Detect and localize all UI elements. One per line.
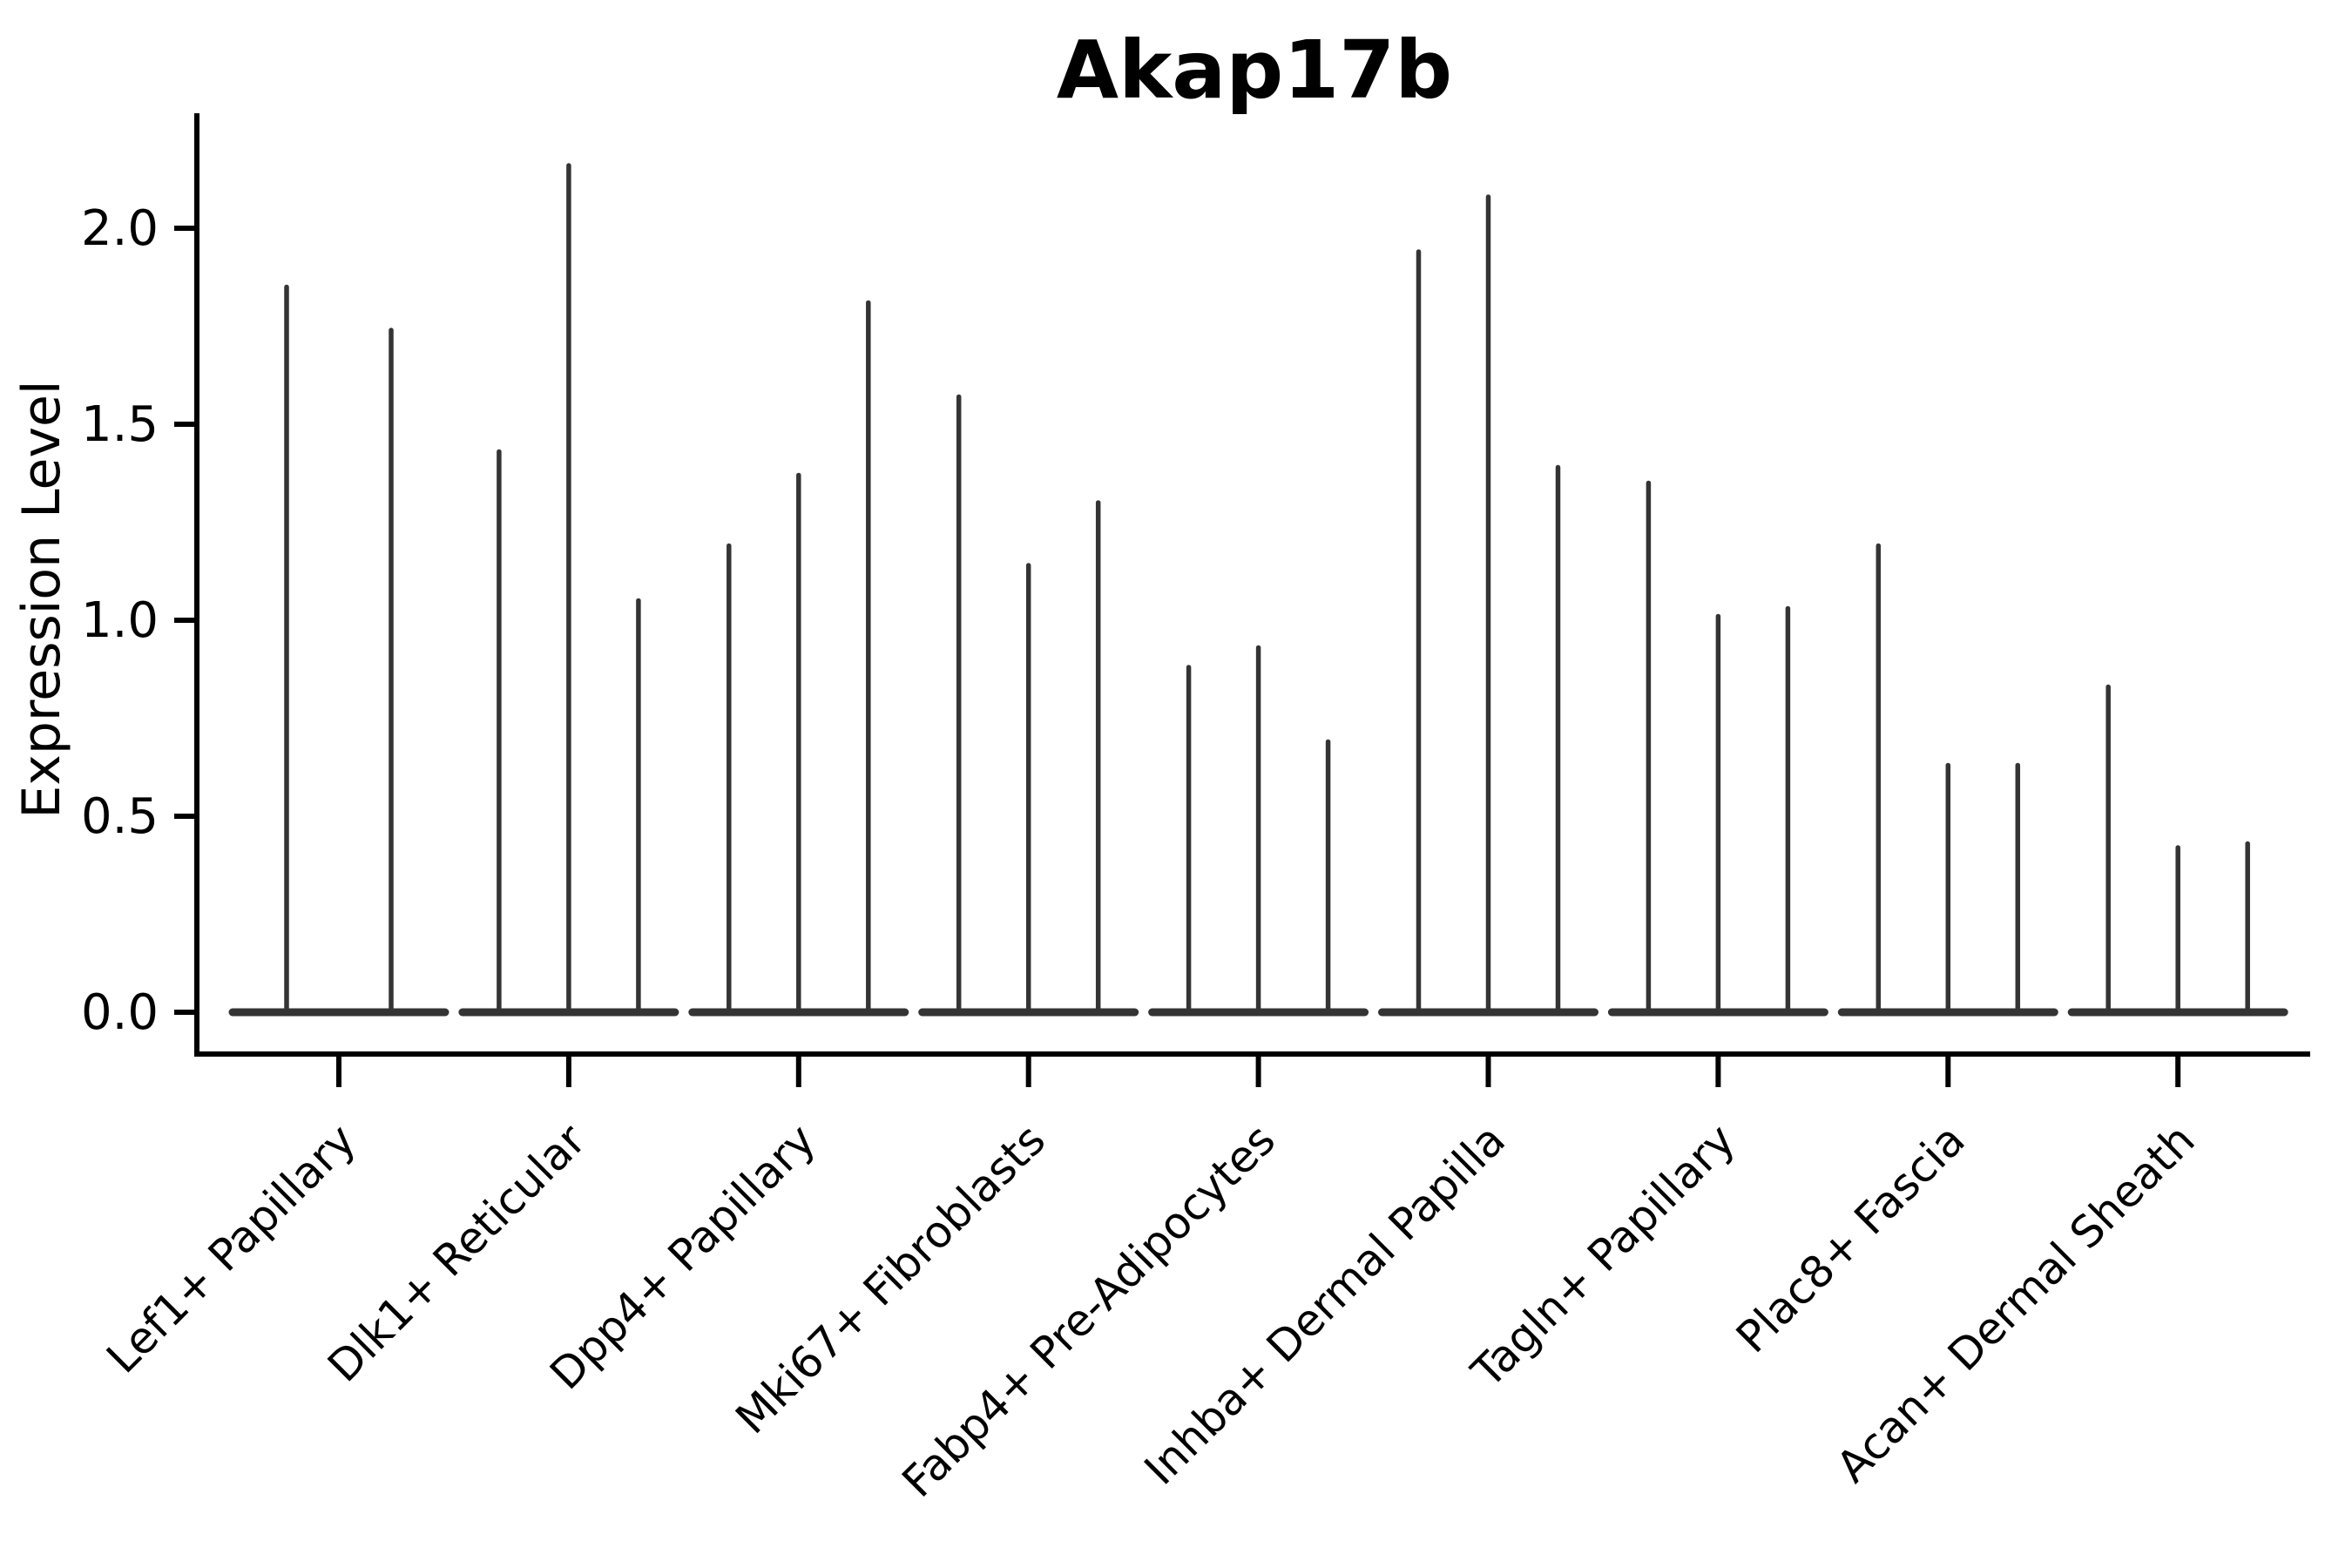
violin-group xyxy=(1148,645,1369,1017)
x-category-label: Lef1+ Papillary xyxy=(97,1114,365,1382)
violin-group xyxy=(458,163,679,1017)
chart-title: Akap17b xyxy=(1057,24,1452,117)
y-tick-label: 2.0 xyxy=(81,200,159,257)
x-category-label: Fabp4+ Pre-Adipocytes xyxy=(893,1114,1286,1507)
violin-group xyxy=(918,394,1139,1017)
violin-group xyxy=(2067,684,2288,1017)
y-axis-label: Expression Level xyxy=(11,380,72,818)
violin-group xyxy=(688,300,909,1017)
violins-layer xyxy=(228,163,2288,1017)
violin-group xyxy=(1607,480,1828,1017)
x-category-label: Plac8+ Fascia xyxy=(1727,1114,1975,1362)
y-tick-label: 1.5 xyxy=(81,396,159,453)
y-tick-label: 0.5 xyxy=(81,788,159,845)
y-axis-ticks: 0.0 0.5 1.0 1.5 2.0 xyxy=(81,200,197,1041)
violin-group xyxy=(1378,194,1598,1017)
y-tick-label: 1.0 xyxy=(81,592,159,649)
violin-group xyxy=(228,284,449,1017)
violin-group xyxy=(1837,543,2058,1017)
x-axis-ticks xyxy=(336,1054,2181,1087)
y-tick-label: 0.0 xyxy=(81,984,159,1041)
